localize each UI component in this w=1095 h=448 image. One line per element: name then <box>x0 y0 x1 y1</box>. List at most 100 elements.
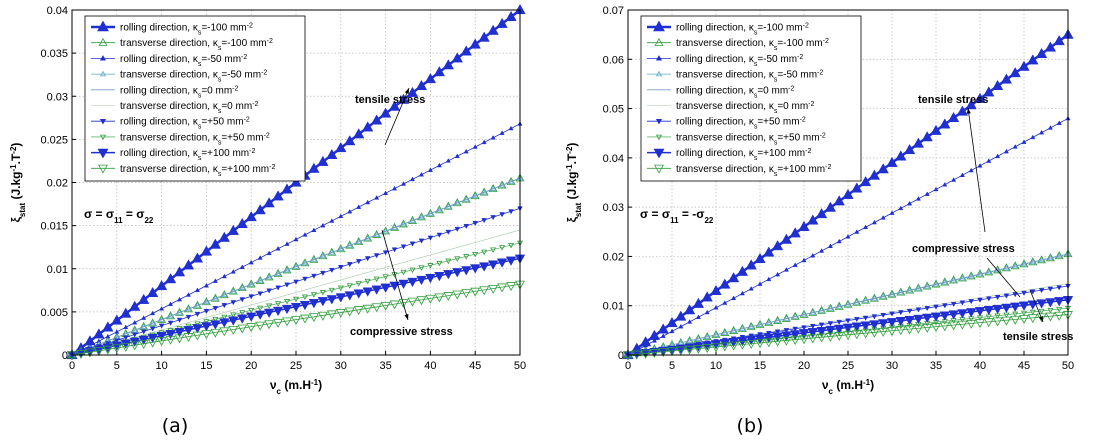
data-point <box>939 322 950 332</box>
data-point <box>693 342 704 352</box>
y-tick-label: 0 <box>62 350 68 362</box>
data-point <box>842 188 854 199</box>
data-point <box>869 320 880 330</box>
y-tick-label: 0.01 <box>47 264 68 276</box>
compressive-stress-label: compressive stress <box>350 326 453 338</box>
data-point <box>651 338 657 343</box>
data-point <box>728 341 739 351</box>
data-point <box>263 197 275 208</box>
legend-entry: transverse direction, κs=-100 mm-2 <box>676 38 829 52</box>
data-point <box>353 306 364 316</box>
x-tick-label: 30 <box>335 360 347 372</box>
data-point <box>897 310 904 316</box>
chart-a: 0 5 10 15 20 25 30 35 40 45 50 0 0.005 0.01 0.015 0.02 0… <box>9 3 526 437</box>
data-point <box>871 219 877 225</box>
data-point <box>255 321 266 331</box>
data-point <box>445 229 452 235</box>
x-axis-label: νc (m.H-1) <box>822 378 874 396</box>
data-point <box>736 265 749 276</box>
x-tick-label: 5 <box>669 360 675 372</box>
data-point <box>370 114 383 125</box>
data-point <box>257 291 263 297</box>
data-point <box>827 321 834 327</box>
data-point <box>434 272 445 282</box>
data-point <box>851 322 862 332</box>
data-point <box>392 185 398 191</box>
data-point <box>344 307 355 317</box>
data-point <box>212 316 219 323</box>
data-point <box>212 278 218 283</box>
data-point <box>317 155 329 166</box>
data-point <box>282 317 292 327</box>
data-point <box>425 294 436 304</box>
data-point <box>1012 292 1019 298</box>
data-point <box>845 234 851 239</box>
data-point <box>1047 307 1054 314</box>
data-point <box>859 175 872 187</box>
data-point <box>912 137 925 148</box>
data-point <box>165 335 176 345</box>
data-point <box>102 345 113 355</box>
data-point <box>1012 144 1018 149</box>
data-point <box>675 346 686 356</box>
data-point <box>210 328 221 338</box>
data-point <box>1056 120 1062 125</box>
data-point <box>320 222 326 228</box>
data-point <box>834 324 845 335</box>
data-point <box>692 297 705 308</box>
data-point <box>660 333 666 338</box>
data-point <box>490 247 497 253</box>
data-point <box>122 335 129 341</box>
data-point <box>293 279 299 285</box>
data-point <box>886 156 898 167</box>
data-point <box>317 297 329 307</box>
data-point <box>454 256 461 262</box>
data-point <box>264 320 275 330</box>
data-point <box>1056 306 1063 313</box>
data-point <box>147 333 158 344</box>
legend-entry: transverse direction, κs=+100 mm-2 <box>120 163 275 177</box>
data-point <box>310 292 317 298</box>
data-point <box>355 259 362 265</box>
y-tick-label: 0.01 <box>603 301 624 313</box>
data-point <box>986 158 992 163</box>
data-point <box>120 342 131 352</box>
data-point <box>415 79 428 90</box>
legend-entry: rolling direction, κs=+50 mm-2 <box>676 116 806 130</box>
data-point <box>407 297 418 307</box>
data-point <box>275 245 281 251</box>
data-point <box>903 143 916 155</box>
data-point <box>362 304 373 314</box>
data-point <box>1000 73 1013 84</box>
data-point <box>212 306 219 312</box>
data-point <box>388 100 401 111</box>
annotation-arrow <box>986 257 1021 298</box>
data-point <box>974 92 986 103</box>
data-point <box>203 319 210 325</box>
x-tick-label: 20 <box>798 360 810 372</box>
legend-marker <box>654 37 664 46</box>
x-tick-label: 35 <box>379 360 391 372</box>
series-line <box>627 253 1069 356</box>
legend-entry: transverse direction, κs=-100 mm-2 <box>120 38 273 52</box>
data-point <box>860 321 871 331</box>
data-point <box>192 324 203 334</box>
data-point <box>702 344 713 354</box>
data-point <box>463 223 470 229</box>
data-point <box>913 324 924 334</box>
data-point <box>460 45 472 56</box>
data-point <box>704 309 710 315</box>
data-point <box>436 260 443 267</box>
data-point <box>300 314 310 324</box>
data-point <box>356 204 362 209</box>
legend: rolling direction, κs=-100 mm-2 transvers… <box>84 15 306 182</box>
data-point <box>1018 60 1030 71</box>
data-point <box>346 283 353 289</box>
data-point <box>481 249 488 256</box>
data-point <box>132 319 138 325</box>
data-point <box>230 312 237 318</box>
data-point <box>344 135 356 146</box>
data-point <box>284 282 290 288</box>
data-point <box>860 329 871 339</box>
